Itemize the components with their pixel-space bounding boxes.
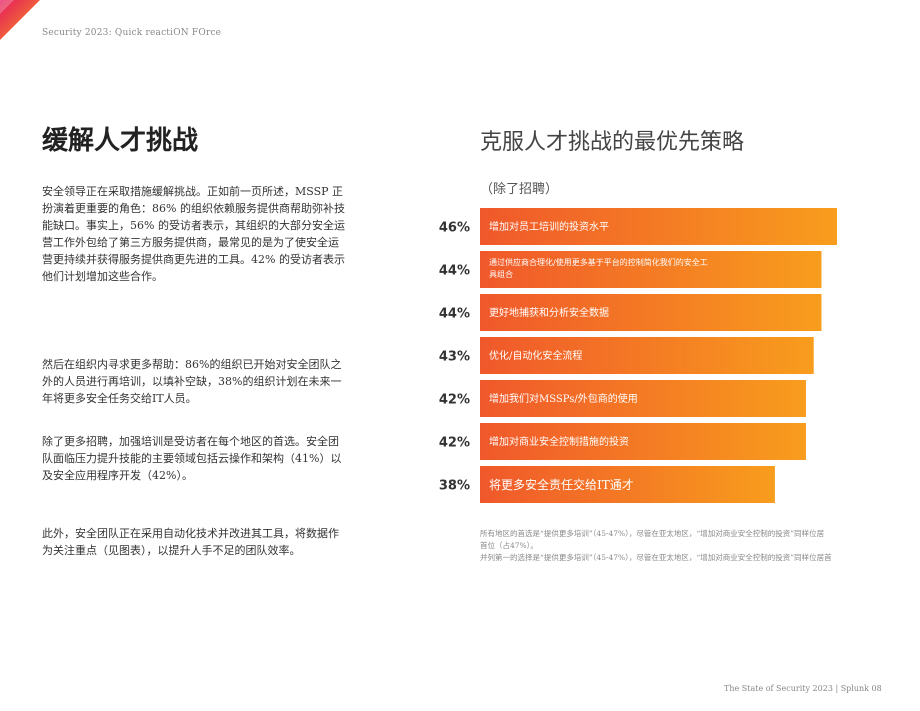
bar-5: [480, 380, 806, 417]
value-label-6: 42%: [439, 436, 470, 451]
chart-notes: 所有地区的首选是“提供更多培训”（45-47%），尽管在亚太地区，“增加对商业安…: [480, 528, 920, 564]
bar-1: [480, 208, 837, 245]
value-label-4: 43%: [439, 350, 470, 365]
category-label-3: 更好地捕获和分析安全数据: [489, 306, 609, 319]
corner-decoration: [0, 0, 40, 40]
category-label-6: 增加对商业安全控制措施的投资: [489, 435, 629, 448]
category-label-7: 将更多安全责任交给IT通才: [489, 477, 634, 492]
bar-7: [480, 466, 775, 503]
value-label-1: 46%: [439, 221, 470, 236]
value-label-2: 44%: [439, 264, 470, 279]
body-paragraph-2: 然后在组织内寻求更多帮助：86%的组织已开始对安全团队之外的人员进行再培训，以填…: [42, 358, 342, 405]
value-label-7: 38%: [439, 479, 470, 494]
category-label-1: 增加对员工培训的投资水平: [489, 220, 609, 233]
value-label-3: 44%: [439, 307, 470, 322]
body-paragraph-4: 此外，安全团队正在采用自动化技术并改进其工具，将数据作为关注重点（见图表），以提…: [42, 527, 339, 557]
category-label-2: 通过供应商合理化/使用更多基于平台的控制简化我们的安全工具组合: [489, 257, 708, 279]
page-footer: The State of Security 2023 | Splunk 08: [724, 684, 882, 693]
bar-4: [480, 337, 814, 374]
bar-6: [480, 423, 806, 460]
value-label-5: 42%: [439, 393, 470, 408]
chart-subtitle: （除了招聘）: [480, 182, 559, 197]
body-paragraph-3: 除了更多招聘，加强培训是受访者在每个地区的首选。安全团队面临压力提升技能的主要领…: [42, 435, 342, 482]
bar-2: [480, 251, 822, 288]
body-paragraph-1: 安全领导正在采取措施缓解挑战。正如前一页所述，MSSP 正扮演着更重要的角色：8…: [42, 185, 345, 283]
page-title: 缓解人才挑战: [42, 126, 199, 156]
chart-note-2: 并列第一的选择是“提供更多培训”（45-47%），尽管在亚太地区，“增加对商业安…: [480, 553, 832, 562]
running-head: Security 2023: Quick reactiON FOrce: [42, 28, 222, 38]
category-label-4: 优化/自动化安全流程: [489, 349, 582, 362]
chart-title: 克服人才挑战的最优先策略: [480, 130, 745, 155]
category-label-5: 增加我们对MSSPs/外包商的使用: [489, 392, 638, 405]
chart-note-1: 所有地区的首选是“提供更多培训”（45-47%），尽管在亚太地区，“增加对商业安…: [480, 529, 825, 550]
bar-3: [480, 294, 822, 331]
bar-chart: 46% 增加对员工培训的投资水平 44% 通过供应商合理化/使用更多基于平台的控制简化…: [439, 208, 837, 503]
